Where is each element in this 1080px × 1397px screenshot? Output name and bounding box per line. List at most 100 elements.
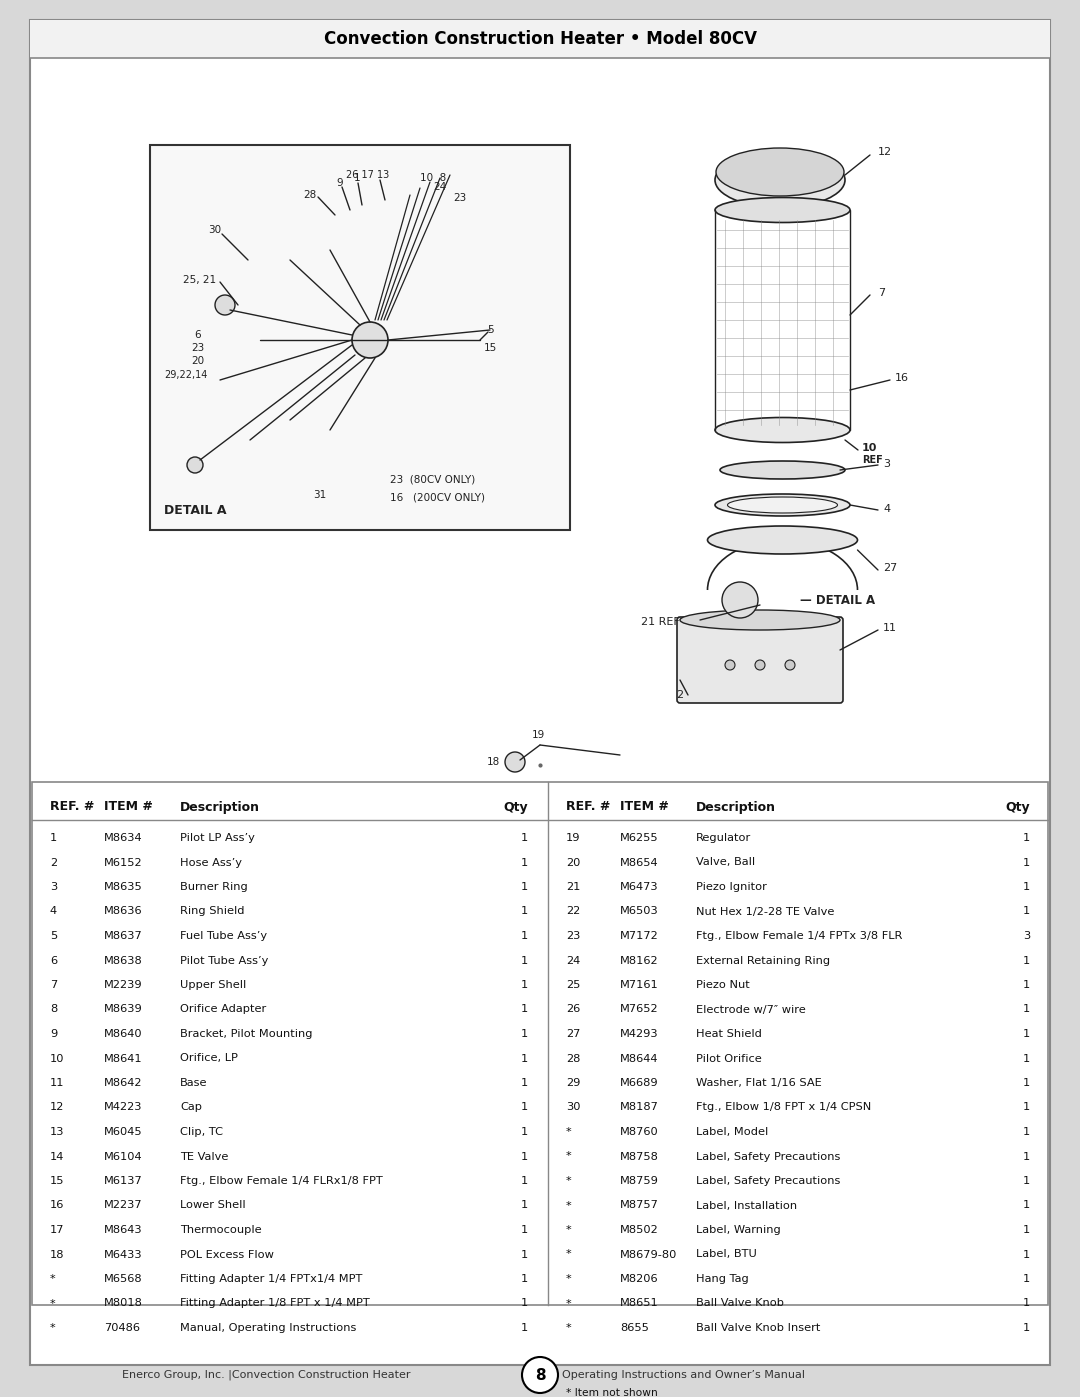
Text: REF. #: REF. # bbox=[50, 800, 94, 813]
Text: 1: 1 bbox=[1023, 1004, 1030, 1014]
Text: 23: 23 bbox=[191, 344, 204, 353]
Text: 1: 1 bbox=[1023, 1176, 1030, 1186]
Text: M8634: M8634 bbox=[104, 833, 143, 842]
Text: 11: 11 bbox=[883, 623, 897, 633]
Text: M6045: M6045 bbox=[104, 1127, 143, 1137]
Text: — DETAIL A: — DETAIL A bbox=[800, 594, 875, 606]
Text: 24: 24 bbox=[433, 182, 447, 191]
Text: Clip, TC: Clip, TC bbox=[180, 1127, 222, 1137]
Ellipse shape bbox=[715, 418, 850, 443]
Text: *: * bbox=[566, 1298, 571, 1309]
Text: 23: 23 bbox=[454, 193, 467, 203]
Text: 27: 27 bbox=[566, 1030, 580, 1039]
Text: Burner Ring: Burner Ring bbox=[180, 882, 247, 893]
Text: 22: 22 bbox=[566, 907, 580, 916]
FancyBboxPatch shape bbox=[150, 145, 570, 529]
Text: 1: 1 bbox=[1023, 1200, 1030, 1210]
Text: 21 REF: 21 REF bbox=[642, 617, 680, 627]
Text: Nut Hex 1/2-28 TE Valve: Nut Hex 1/2-28 TE Valve bbox=[696, 907, 835, 916]
Text: *: * bbox=[566, 1200, 571, 1210]
Text: 3: 3 bbox=[883, 460, 890, 469]
Text: 28: 28 bbox=[566, 1053, 580, 1063]
Text: Ball Valve Knob: Ball Valve Knob bbox=[696, 1298, 784, 1309]
Text: Label, Installation: Label, Installation bbox=[696, 1200, 797, 1210]
Text: Pilot Orifice: Pilot Orifice bbox=[696, 1053, 761, 1063]
Text: M6104: M6104 bbox=[104, 1151, 143, 1161]
Text: M8642: M8642 bbox=[104, 1078, 143, 1088]
Ellipse shape bbox=[715, 495, 850, 515]
Text: 23  (80CV ONLY): 23 (80CV ONLY) bbox=[390, 475, 475, 485]
Text: M8759: M8759 bbox=[620, 1176, 659, 1186]
Text: *: * bbox=[50, 1298, 56, 1309]
Text: 10: 10 bbox=[50, 1053, 65, 1063]
FancyBboxPatch shape bbox=[30, 20, 1050, 59]
Text: 3: 3 bbox=[1023, 930, 1030, 942]
Text: 10  8: 10 8 bbox=[420, 173, 446, 183]
Text: M6433: M6433 bbox=[104, 1249, 143, 1260]
Text: 30: 30 bbox=[208, 225, 221, 235]
Text: 30: 30 bbox=[566, 1102, 581, 1112]
Text: Regulator: Regulator bbox=[696, 833, 752, 842]
Text: *: * bbox=[566, 1323, 571, 1333]
Text: 12: 12 bbox=[50, 1102, 65, 1112]
Ellipse shape bbox=[680, 610, 840, 630]
Text: Cap: Cap bbox=[180, 1102, 202, 1112]
Text: *: * bbox=[566, 1176, 571, 1186]
Text: 1: 1 bbox=[521, 1053, 528, 1063]
Text: Base: Base bbox=[180, 1078, 207, 1088]
Text: Fitting Adapter 1/4 FPTx1/4 MPT: Fitting Adapter 1/4 FPTx1/4 MPT bbox=[180, 1274, 363, 1284]
Circle shape bbox=[725, 659, 735, 671]
Text: M8644: M8644 bbox=[620, 1053, 659, 1063]
Text: REF. #: REF. # bbox=[566, 800, 610, 813]
Text: M8018: M8018 bbox=[104, 1298, 143, 1309]
Text: Ftg., Elbow 1/8 FPT x 1/4 CPSN: Ftg., Elbow 1/8 FPT x 1/4 CPSN bbox=[696, 1102, 872, 1112]
Text: Enerco Group, Inc. |Convection Construction Heater: Enerco Group, Inc. |Convection Construct… bbox=[122, 1369, 410, 1380]
Text: M8760: M8760 bbox=[620, 1127, 659, 1137]
Text: Electrode w/7″ wire: Electrode w/7″ wire bbox=[696, 1004, 806, 1014]
Text: M8640: M8640 bbox=[104, 1030, 143, 1039]
Text: 1: 1 bbox=[1023, 1102, 1030, 1112]
Text: M6689: M6689 bbox=[620, 1078, 659, 1088]
FancyBboxPatch shape bbox=[32, 782, 1048, 1305]
Text: 1: 1 bbox=[50, 833, 57, 842]
Text: M6503: M6503 bbox=[620, 907, 659, 916]
Text: Hose Ass’y: Hose Ass’y bbox=[180, 858, 242, 868]
Text: 1: 1 bbox=[353, 173, 361, 183]
Text: M4293: M4293 bbox=[620, 1030, 659, 1039]
Text: 5: 5 bbox=[50, 930, 57, 942]
Text: M2239: M2239 bbox=[104, 981, 143, 990]
Text: 8: 8 bbox=[50, 1004, 57, 1014]
Text: M8637: M8637 bbox=[104, 930, 143, 942]
Circle shape bbox=[215, 295, 235, 314]
Text: Ftg., Elbow Female 1/4 FLRx1/8 FPT: Ftg., Elbow Female 1/4 FLRx1/8 FPT bbox=[180, 1176, 382, 1186]
Text: 1: 1 bbox=[1023, 1151, 1030, 1161]
Text: 2: 2 bbox=[50, 858, 57, 868]
Circle shape bbox=[187, 457, 203, 474]
Text: 1: 1 bbox=[521, 1323, 528, 1333]
Ellipse shape bbox=[715, 152, 845, 208]
Ellipse shape bbox=[707, 527, 858, 555]
Text: M6568: M6568 bbox=[104, 1274, 143, 1284]
Text: 28: 28 bbox=[303, 190, 316, 200]
Text: 1: 1 bbox=[1023, 981, 1030, 990]
Text: M6152: M6152 bbox=[104, 858, 143, 868]
Text: M8638: M8638 bbox=[104, 956, 143, 965]
Text: Qty: Qty bbox=[1005, 800, 1030, 813]
Text: Thermocouple: Thermocouple bbox=[180, 1225, 261, 1235]
Text: 1: 1 bbox=[1023, 1053, 1030, 1063]
Text: 27: 27 bbox=[883, 563, 897, 573]
Text: M7172: M7172 bbox=[620, 930, 659, 942]
Text: 25: 25 bbox=[566, 981, 580, 990]
Text: 1: 1 bbox=[521, 1298, 528, 1309]
Text: M8757: M8757 bbox=[620, 1200, 659, 1210]
Text: M8187: M8187 bbox=[620, 1102, 659, 1112]
Text: 25, 21: 25, 21 bbox=[184, 275, 217, 285]
Text: *: * bbox=[50, 1274, 56, 1284]
Text: 6: 6 bbox=[194, 330, 201, 339]
Text: 1: 1 bbox=[521, 1200, 528, 1210]
Text: 4: 4 bbox=[883, 504, 890, 514]
Text: 15: 15 bbox=[484, 344, 497, 353]
Text: * Item not shown: * Item not shown bbox=[566, 1387, 658, 1397]
Text: Fitting Adapter 1/8 FPT x 1/4 MPT: Fitting Adapter 1/8 FPT x 1/4 MPT bbox=[180, 1298, 369, 1309]
Text: 23: 23 bbox=[566, 930, 580, 942]
